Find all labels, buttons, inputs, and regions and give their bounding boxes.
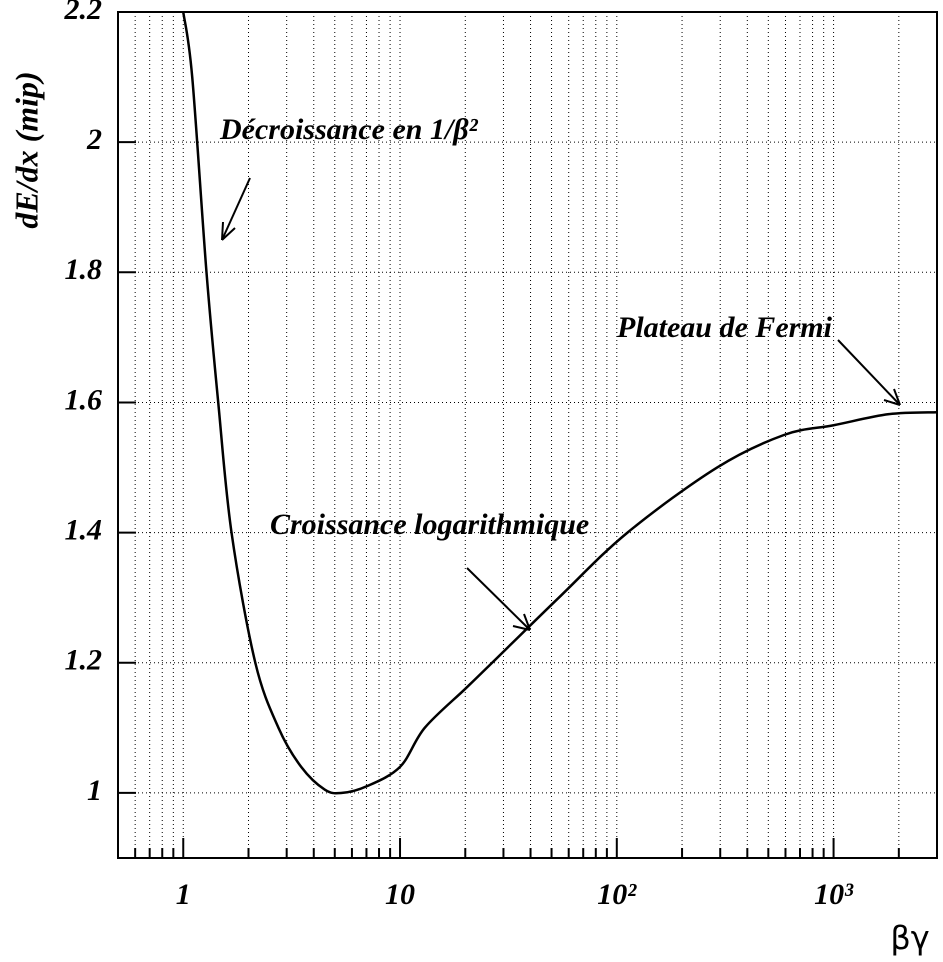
x-tick-label: 10² — [597, 878, 637, 911]
plot-frame — [117, 11, 938, 859]
x-tick-label: 10³ — [814, 878, 854, 911]
y-axis-label: dE/dx (mip) — [8, 71, 44, 228]
annotation-arrows — [221, 177, 901, 631]
y-tick-label: 2 — [86, 123, 102, 156]
x-axis-label: βγ — [890, 919, 929, 957]
y-tick-label: 1.4 — [65, 514, 103, 547]
y-tick-label: 1.6 — [65, 383, 103, 416]
annotation: Croissance logarithmique — [270, 508, 589, 541]
annotation: Décroissance en 1/β² — [219, 113, 479, 146]
curve — [182, 11, 938, 795]
annotation: Plateau de Fermi — [616, 311, 833, 344]
y-tick-label: 1.8 — [65, 253, 103, 286]
x-tick-label: 1 — [176, 878, 191, 911]
y-tick-label: 1 — [87, 774, 102, 807]
x-tick-label: 10 — [385, 878, 415, 911]
y-tick-label: 2.2 — [64, 0, 103, 26]
y-tick-label: 1.2 — [65, 644, 103, 677]
